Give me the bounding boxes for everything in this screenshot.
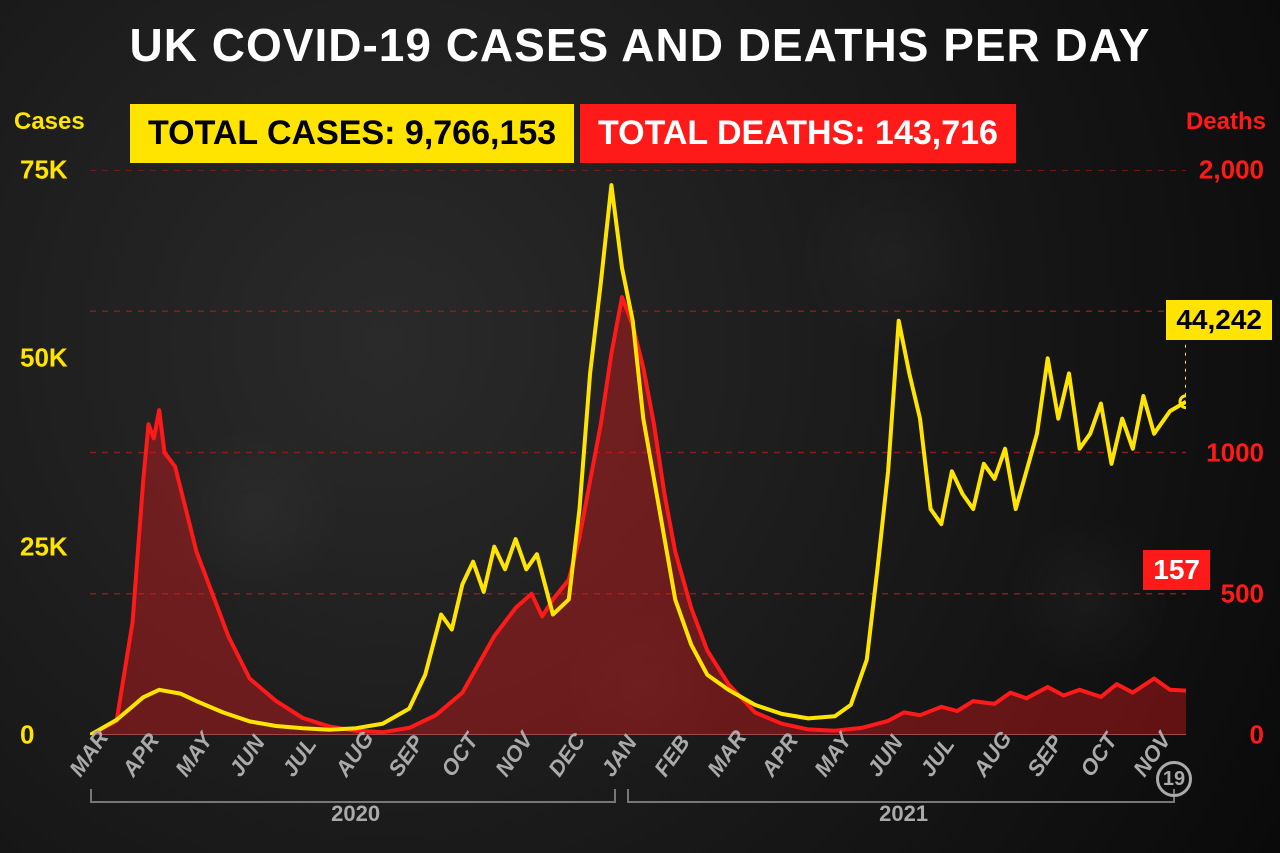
chart-container: UK COVID-19 CASES AND DEATHS PER DAY Cas… bbox=[0, 0, 1280, 853]
deaths-callout: 157 bbox=[1143, 550, 1210, 590]
plot-area: 025K50K75K 0500100015002,000 MARAPRMAYJU… bbox=[90, 170, 1186, 735]
chart-svg bbox=[90, 170, 1186, 735]
left-axis-label: Cases bbox=[14, 108, 85, 136]
end-date-circle: 19 bbox=[1156, 761, 1192, 797]
chart-title: UK COVID-19 CASES AND DEATHS PER DAY bbox=[130, 18, 1151, 72]
y-right-tick: 500 bbox=[1221, 578, 1264, 609]
total-deaths-badge: TOTAL DEATHS: 143,716 bbox=[580, 104, 1016, 163]
y-left-tick: 50K bbox=[20, 343, 68, 374]
y-right-tick: 0 bbox=[1250, 720, 1264, 751]
cases-callout: 44,242 bbox=[1166, 300, 1272, 340]
year-2020-label: 2020 bbox=[331, 801, 380, 827]
right-axis-label: Deaths bbox=[1186, 108, 1266, 136]
y-right-tick: 2,000 bbox=[1199, 155, 1264, 186]
y-right-tick: 1000 bbox=[1206, 437, 1264, 468]
y-left-tick: 75K bbox=[20, 155, 68, 186]
y-left-tick: 0 bbox=[20, 720, 34, 751]
year-2021-label: 2021 bbox=[879, 801, 928, 827]
y-left-tick: 25K bbox=[20, 531, 68, 562]
total-cases-badge: TOTAL CASES: 9,766,153 bbox=[130, 104, 574, 163]
